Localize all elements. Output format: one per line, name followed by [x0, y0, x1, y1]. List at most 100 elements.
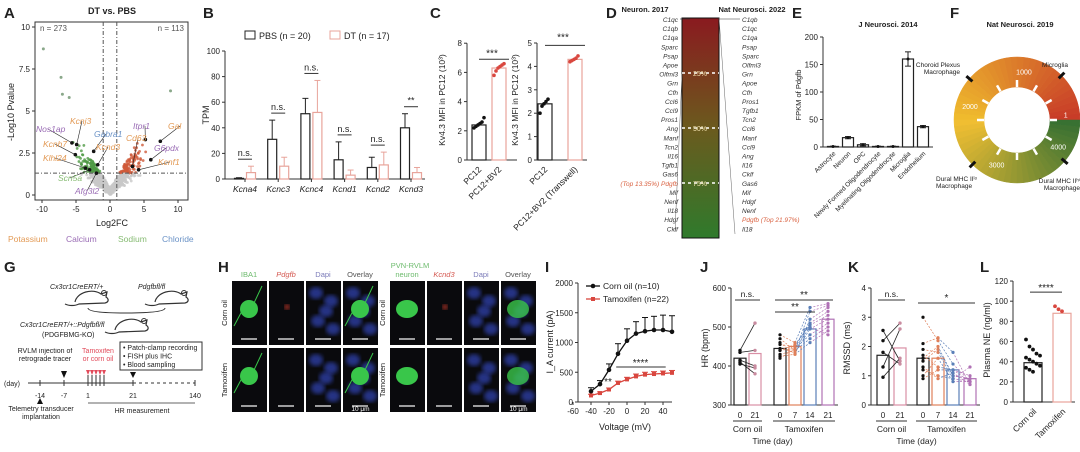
- legend-marker: [591, 297, 595, 301]
- data-point: [1034, 351, 1039, 356]
- treatment-arrow: [90, 370, 94, 375]
- dapi-nucleus: [348, 315, 362, 327]
- cross-short: (PDGFBMG-KO): [42, 332, 95, 339]
- cell-type-marker: [965, 74, 974, 83]
- data-point: [826, 309, 830, 313]
- significance-label: n.s.: [304, 62, 319, 72]
- B-y-tick-label: 20: [211, 149, 220, 158]
- mouse-body: [64, 290, 109, 307]
- dapi-nucleus: [348, 382, 362, 394]
- gene-leader: [97, 146, 109, 165]
- bar-Kcnd1-pbs: [333, 159, 344, 180]
- category-Kcnd2: Kcnd2: [366, 184, 390, 194]
- data-point: [826, 317, 830, 321]
- data-point: [753, 321, 757, 325]
- bar-Kcnd2-pbs: [366, 166, 377, 180]
- dapi-nucleus: [326, 323, 340, 335]
- percentile-label: 25%: [693, 71, 707, 78]
- x-axis-label: Log2FC: [96, 218, 129, 228]
- donut-tick: [981, 135, 990, 142]
- data-point: [670, 370, 674, 375]
- L-y-tick-label: 40: [999, 358, 1008, 367]
- panel-label-I: I: [545, 259, 549, 276]
- left-gene: Grn: [667, 81, 678, 88]
- gene-leader: [76, 120, 83, 145]
- mouse-ear: [101, 290, 107, 296]
- injection-arrow: [61, 371, 67, 378]
- mouse-body: [144, 290, 189, 307]
- data-point: [652, 372, 656, 377]
- day-tick-label: 0: [738, 411, 743, 420]
- significance-label: ****: [633, 358, 649, 369]
- scale-label: 10 μm: [509, 406, 527, 413]
- cell-type-label: Dural MHC IIʰⁱ Macrophage: [1038, 178, 1080, 193]
- data-point: [778, 348, 782, 352]
- data-point: [951, 374, 955, 378]
- green-cell: [240, 367, 258, 385]
- individual-line: [922, 366, 939, 379]
- x-tick-label: 5: [142, 205, 147, 214]
- data-point: [625, 377, 629, 382]
- treatment-label: Tamoxifen or corn oil: [82, 348, 114, 364]
- dapi-nucleus: [482, 362, 496, 374]
- procedure-item: • Patch-clamp recording: [123, 345, 198, 352]
- data-point: [808, 333, 812, 337]
- individual-line: [882, 328, 901, 368]
- cell-type-marker: [1060, 157, 1069, 166]
- data-point: [738, 358, 742, 362]
- left-gene: Il18: [668, 208, 679, 215]
- panel-label-B: B: [203, 5, 214, 22]
- y-tick-label: 2.5: [19, 149, 31, 158]
- volcano-point: [125, 160, 129, 164]
- I-y-tick-label: 2000: [555, 279, 573, 288]
- cell-type-label: Dural MHC IIˡᵒ Macrophage: [936, 176, 978, 191]
- individual-line: [739, 361, 756, 375]
- data-point: [1038, 363, 1042, 368]
- gene-label-G6pdx: G6pdx: [154, 143, 180, 153]
- dapi-nucleus: [482, 295, 496, 307]
- category-Kcnd3: Kcnd3: [399, 184, 423, 194]
- channel-label: Pdgfb: [276, 270, 296, 279]
- day-value: 21: [129, 393, 137, 400]
- right-gene: Cfh: [742, 90, 753, 97]
- individual-line: [952, 375, 971, 380]
- panel-label-D: D: [606, 5, 617, 22]
- individual-line: [922, 357, 939, 376]
- volcano-point: [79, 149, 83, 153]
- individual-line: [794, 322, 811, 347]
- gene-label-Kcnd3: Kcnd3: [96, 142, 120, 152]
- individual-line: [937, 346, 954, 376]
- data-point: [607, 387, 611, 392]
- individual-line: [794, 338, 811, 351]
- red-signal: [284, 304, 290, 310]
- day-tick-label: 14: [949, 411, 958, 420]
- x-tick-label: -40: [585, 407, 597, 416]
- cell-type-label-box: Microglia: [1042, 62, 1068, 69]
- data-point: [778, 342, 782, 347]
- significance-label: *: [945, 293, 949, 304]
- mouse-ear: [181, 290, 187, 296]
- left-gene: Nenf: [664, 199, 679, 206]
- count-down: n = 273: [40, 24, 67, 33]
- volcano-point: [109, 191, 113, 195]
- row-label: Tamoxifen: [378, 363, 387, 397]
- panel-label-E: E: [792, 5, 802, 22]
- procedures-box: [119, 341, 203, 371]
- B-y-label: TPM: [201, 106, 211, 125]
- cell-process: [364, 352, 374, 371]
- gene-label-Gabra1: Gabra1: [94, 129, 123, 139]
- panel-label-H: H: [218, 259, 229, 276]
- dapi-nucleus: [469, 315, 483, 327]
- data-point: [921, 353, 925, 357]
- dapi-nucleus: [319, 305, 333, 317]
- left-gene: Hdgf: [664, 217, 679, 224]
- left-gene: (Top 13.35%) Pdgfb: [620, 181, 678, 188]
- mouse-ear: [141, 318, 147, 324]
- volcano-point: [77, 160, 81, 163]
- left-gene: Ccl9: [665, 108, 678, 115]
- data-point: [574, 56, 578, 61]
- data-point: [651, 327, 657, 333]
- data-point: [936, 350, 940, 354]
- significance-label: ****: [1038, 283, 1054, 294]
- bar-Kcnc4-dt: [312, 111, 323, 180]
